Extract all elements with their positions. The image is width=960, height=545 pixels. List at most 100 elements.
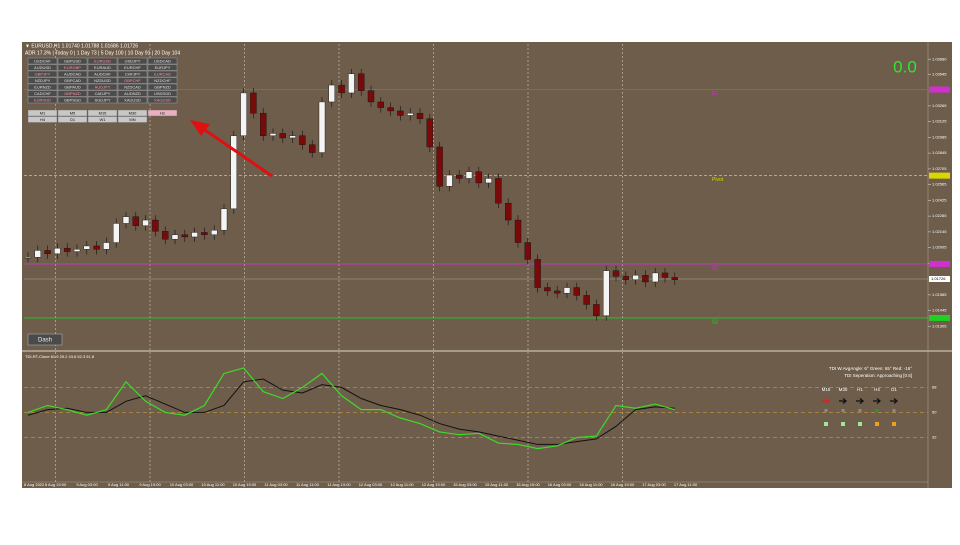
candle-body: [593, 304, 600, 316]
pair-button[interactable]: [87, 57, 118, 65]
pair-button[interactable]: [87, 77, 118, 84]
pair-button[interactable]: [117, 70, 148, 78]
pair-button[interactable]: [27, 96, 58, 104]
pair-button[interactable]: [87, 96, 118, 104]
pair-button-label[interactable]: GBPCHF: [124, 78, 141, 83]
pair-button-label[interactable]: GBPNZD: [154, 84, 171, 89]
pair-button-label[interactable]: GBPSGD: [64, 97, 81, 102]
timeframe-button[interactable]: [117, 116, 148, 123]
candle-body: [309, 144, 316, 153]
timeframe-button[interactable]: [57, 109, 88, 117]
price-tick-label: 1.03265: [932, 103, 947, 108]
pair-button-label[interactable]: USDCHF: [34, 58, 51, 63]
pair-button-label[interactable]: NZDCAD: [124, 84, 141, 89]
pair-button-label[interactable]: XAGUSD: [154, 97, 171, 102]
pair-button-label[interactable]: USDJPY: [125, 58, 141, 63]
pair-button-label[interactable]: EURNZD: [34, 84, 51, 89]
pair-button-label[interactable]: EURGBP: [64, 65, 81, 70]
pair-button[interactable]: [27, 77, 58, 84]
pair-button-label[interactable]: AUDCAD: [64, 71, 81, 76]
pair-button[interactable]: [147, 96, 178, 104]
pair-button-label[interactable]: GBPNZD: [64, 91, 81, 96]
pair-button[interactable]: [117, 83, 148, 91]
pair-button-label[interactable]: CADJPY: [95, 91, 111, 96]
timeframe-button[interactable]: [27, 109, 58, 117]
timeframe-button-label[interactable]: M30: [129, 110, 138, 115]
timeframe-button-label[interactable]: H4: [40, 117, 46, 122]
pair-button-label[interactable]: XAUUSD: [124, 97, 141, 102]
pair-button[interactable]: [117, 77, 148, 84]
candle-body: [171, 234, 179, 240]
pair-button-label[interactable]: NZDJPY: [35, 78, 51, 83]
pair-button[interactable]: [87, 64, 118, 71]
pair-button[interactable]: [147, 70, 178, 78]
pair-button-label[interactable]: EURSGD: [34, 97, 51, 102]
dash-button-label[interactable]: Dash: [38, 338, 52, 344]
candle-body: [34, 250, 41, 258]
pair-button-label[interactable]: GBPCAD: [64, 78, 81, 83]
dash-button-bg[interactable]: [27, 333, 63, 346]
timeframe-button[interactable]: [57, 116, 88, 123]
pair-button[interactable]: [147, 77, 178, 84]
pair-button[interactable]: [117, 96, 148, 104]
timeframe-button-label[interactable]: M1: [40, 110, 46, 115]
pair-button-label[interactable]: AUDNZD: [124, 91, 141, 96]
pair-button-label[interactable]: USDCAD: [154, 58, 171, 63]
pair-button[interactable]: [27, 57, 58, 65]
pair-button-label[interactable]: CHFJPY: [125, 71, 141, 76]
pair-button[interactable]: [57, 96, 88, 104]
timeframe-button[interactable]: [87, 109, 118, 117]
pair-button-label[interactable]: CADCHF: [34, 91, 51, 96]
pair-button[interactable]: [147, 64, 178, 71]
pair-button-label[interactable]: SGDJPY: [94, 97, 110, 102]
pair-button[interactable]: [147, 90, 178, 97]
pair-button-label[interactable]: AUDCHF: [94, 71, 111, 76]
pair-button-label[interactable]: EURAUD: [94, 65, 111, 70]
pair-button[interactable]: [117, 64, 148, 71]
pair-button[interactable]: [87, 90, 118, 97]
pair-button[interactable]: [57, 64, 88, 71]
pair-button[interactable]: [117, 57, 148, 65]
timeframe-button[interactable]: [87, 116, 118, 123]
pair-button[interactable]: [57, 57, 88, 65]
pair-button[interactable]: [147, 83, 178, 91]
pair-button-label[interactable]: NZDCHF: [154, 78, 171, 83]
timeframe-button[interactable]: [117, 109, 148, 117]
timeframe-button[interactable]: [27, 116, 58, 123]
pair-button[interactable]: [27, 70, 58, 78]
pair-button-label[interactable]: EURUSD: [94, 58, 111, 63]
pair-button-label[interactable]: EURCAD: [154, 71, 171, 76]
pair-button[interactable]: [117, 90, 148, 97]
candle-body: [299, 135, 306, 145]
pair-button[interactable]: [27, 90, 58, 97]
pair-button[interactable]: [57, 83, 88, 91]
pair-button[interactable]: [27, 83, 58, 91]
pair-button-label[interactable]: NZDUSD: [94, 78, 111, 83]
pair-button[interactable]: [87, 70, 118, 78]
timeframe-button-label[interactable]: M15: [99, 110, 108, 115]
pair-button[interactable]: [57, 70, 88, 78]
timeframe-button-label[interactable]: D1: [70, 117, 76, 122]
timeframe-button-label[interactable]: H1: [160, 110, 166, 115]
candle-body: [152, 219, 159, 232]
pair-button-label[interactable]: AUDJPY: [95, 84, 111, 89]
pair-button[interactable]: [57, 90, 88, 97]
timeframe-button-label[interactable]: W1: [100, 117, 107, 122]
pair-button-label[interactable]: EURJPY: [155, 65, 171, 70]
pair-button[interactable]: [27, 64, 58, 71]
pair-button-label[interactable]: USDSGD: [154, 91, 171, 96]
pair-button-label[interactable]: EURCHF: [124, 65, 141, 70]
pair-button[interactable]: [147, 57, 178, 65]
current-price-box: [929, 276, 950, 283]
pair-button-label[interactable]: GBPAUD: [64, 84, 81, 89]
timeframe-button-label[interactable]: M5: [70, 110, 76, 115]
pair-button-label[interactable]: AUDUSD: [34, 65, 51, 70]
pair-button[interactable]: [87, 83, 118, 91]
pair-button-label[interactable]: GBPJPY: [35, 71, 51, 76]
candle-body: [54, 247, 61, 255]
timeframe-button[interactable]: [147, 109, 178, 117]
pair-button-label[interactable]: GBPUSD: [64, 58, 81, 63]
timeframe-button-label[interactable]: MN: [129, 117, 135, 122]
pair-button[interactable]: [57, 77, 88, 84]
dash-button[interactable]: Dash: [27, 333, 63, 346]
